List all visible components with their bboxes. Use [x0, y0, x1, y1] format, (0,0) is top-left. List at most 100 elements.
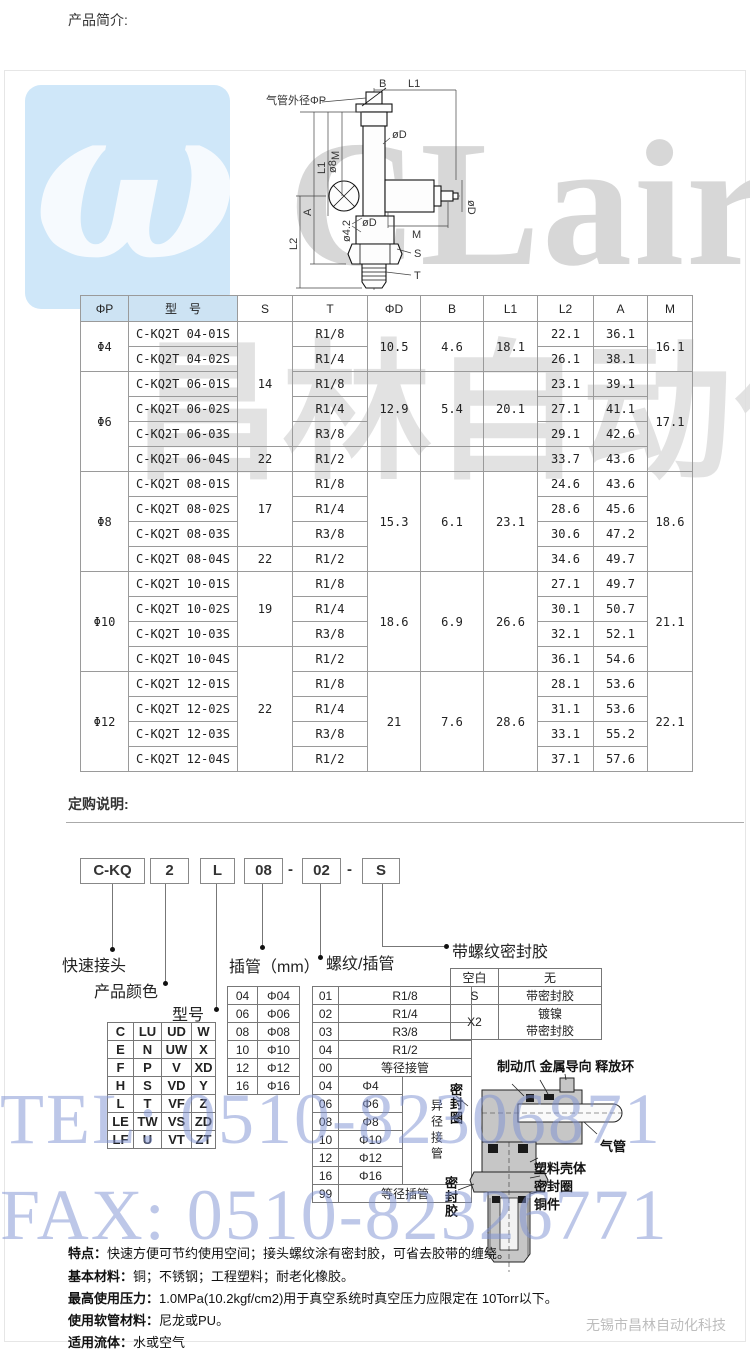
- table-cell: Φ10: [338, 1130, 403, 1149]
- spec-cell: 17.1: [647, 371, 693, 472]
- label-thread-seal: 带螺纹密封胶: [452, 944, 549, 961]
- connector-line: [382, 946, 444, 947]
- label-thread-tube: 螺纹/插管: [326, 956, 395, 973]
- spec-hose-line: 使用软管材料：尼龙或PU。: [68, 1310, 229, 1329]
- table-cell: VF: [161, 1094, 192, 1113]
- reducer-side-label: 异径接管: [402, 1076, 472, 1185]
- spec-cell: 43.6: [593, 446, 648, 472]
- spec-cell: 36.1: [593, 321, 648, 347]
- thread-code-table: 01 R1/8 02 R1/4 03 R3/8 04 R1/2 00 等径接管 04 Φ4 异径接管 06…: [312, 986, 472, 1203]
- table-cell: 04: [312, 1076, 339, 1095]
- spec-cell: R1/4: [292, 396, 368, 422]
- spec-cell: C-KQ2T 12-03S: [128, 721, 238, 747]
- table-cell: Y: [191, 1076, 216, 1095]
- spec-cell: 18.1: [483, 321, 538, 372]
- table-cell: Φ12: [338, 1148, 403, 1167]
- spec-cell: R1/4: [292, 346, 368, 372]
- spec-cell: 21.1: [647, 571, 693, 672]
- dim-m-bottom: M: [412, 229, 421, 241]
- spec-cell: C-KQ2T 08-03S: [128, 521, 238, 547]
- spec-cell: 6.1: [420, 471, 484, 572]
- table-cell: X2: [450, 1004, 499, 1040]
- spec-cell: [483, 446, 538, 472]
- table-cell: 空白: [450, 968, 499, 987]
- spec-cell: 42.6: [593, 421, 648, 447]
- divider: [66, 822, 744, 823]
- table-cell: F: [107, 1058, 134, 1077]
- model-code-table: C LU UD W E N UW X F P V XD H S VD Y L T VF Z LE TW VS ZD LF U VT Z…: [107, 1022, 216, 1149]
- spec-cell: 36.1: [537, 646, 594, 672]
- table-cell: 16: [312, 1166, 339, 1185]
- spec-cell: C-KQ2T 06-04S: [128, 446, 238, 472]
- spec-cell: [367, 446, 421, 472]
- spec-header: L2: [537, 295, 594, 322]
- spec-cell: 54.6: [593, 646, 648, 672]
- table-cell: Z: [191, 1094, 216, 1113]
- spec-cell: 22: [237, 546, 293, 572]
- seal-code-table: 空白无 S 带密封胶 X2 镀镍 带密封胶: [450, 968, 602, 1040]
- spec-cell: 19: [237, 571, 293, 647]
- spec-cell: 28.6: [483, 671, 538, 772]
- spec-cell: 18.6: [647, 471, 693, 572]
- spec-cell: C-KQ2T 08-02S: [128, 496, 238, 522]
- table-cell: 06: [312, 1094, 339, 1113]
- table-cell: S: [133, 1076, 162, 1095]
- spec-cell: 41.1: [593, 396, 648, 422]
- spec-cell: 10.5: [367, 321, 421, 372]
- spec-cell: 53.6: [593, 671, 648, 697]
- table-cell: 04: [312, 1040, 339, 1059]
- spec-header: ΦD: [367, 295, 421, 322]
- code-box-seal: S: [362, 858, 400, 884]
- spec-cell: 37.1: [537, 746, 594, 772]
- table-cell: VS: [161, 1112, 192, 1131]
- spec-cell: 33.7: [537, 446, 594, 472]
- spec-cell: 53.6: [593, 696, 648, 722]
- spec-header: A: [593, 295, 648, 322]
- spec-cell: 15.3: [367, 471, 421, 572]
- table-cell: U: [133, 1130, 162, 1149]
- connector-line: [320, 884, 321, 956]
- dim-l2-left: L2: [288, 238, 300, 250]
- spec-cell: 22.1: [537, 321, 594, 347]
- spec-cell: 33.1: [537, 721, 594, 747]
- spec-cell: 49.7: [593, 571, 648, 597]
- table-cell: S: [450, 986, 499, 1005]
- spec-cell: C-KQ2T 12-02S: [128, 696, 238, 722]
- table-cell: 无: [498, 968, 602, 987]
- spec-cell: 43.6: [593, 471, 648, 497]
- spec-header: B: [420, 295, 484, 322]
- spec-label: 特点：: [68, 1246, 108, 1261]
- spec-cell: Φ4: [80, 321, 129, 372]
- table-cell: Φ8: [338, 1112, 403, 1131]
- spec-cell: Φ10: [80, 571, 129, 672]
- connector-line: [262, 884, 263, 946]
- table-cell: 03: [312, 1022, 339, 1041]
- table-cell: C: [107, 1022, 134, 1041]
- spec-cell: 47.2: [593, 521, 648, 547]
- label-seal-ring-left: 密封圈: [448, 1083, 463, 1125]
- code-dash: -: [288, 861, 293, 878]
- spec-cell: 32.1: [537, 621, 594, 647]
- spec-cell: C-KQ2T 10-02S: [128, 596, 238, 622]
- label-seal-glue: 密封胶: [443, 1176, 458, 1218]
- spec-cell: R1/8: [292, 471, 368, 497]
- spec-cell: R1/4: [292, 596, 368, 622]
- connector-dot: [318, 955, 323, 960]
- dim-l1-left: L1: [316, 162, 328, 174]
- spec-header: ΦP: [80, 295, 129, 322]
- table-cell: R1/8: [338, 986, 472, 1005]
- label-air-tube: 气管: [600, 1139, 627, 1154]
- table-cell: Φ16: [257, 1076, 300, 1095]
- spec-cell: [420, 446, 484, 472]
- spec-cell: 23.1: [537, 371, 594, 397]
- table-cell: 02: [312, 1004, 339, 1023]
- connector-dot: [444, 944, 449, 949]
- spec-cell: 26.1: [537, 346, 594, 372]
- table-cell: Φ04: [257, 986, 300, 1005]
- label-model: 型号: [172, 1007, 205, 1024]
- table-cell: 04: [227, 986, 258, 1005]
- spec-cell: 20.1: [483, 371, 538, 447]
- dim-tube-od: 气管外径ΦP: [266, 93, 326, 107]
- spec-cell: Φ12: [80, 671, 129, 772]
- table-cell: LF: [107, 1130, 134, 1149]
